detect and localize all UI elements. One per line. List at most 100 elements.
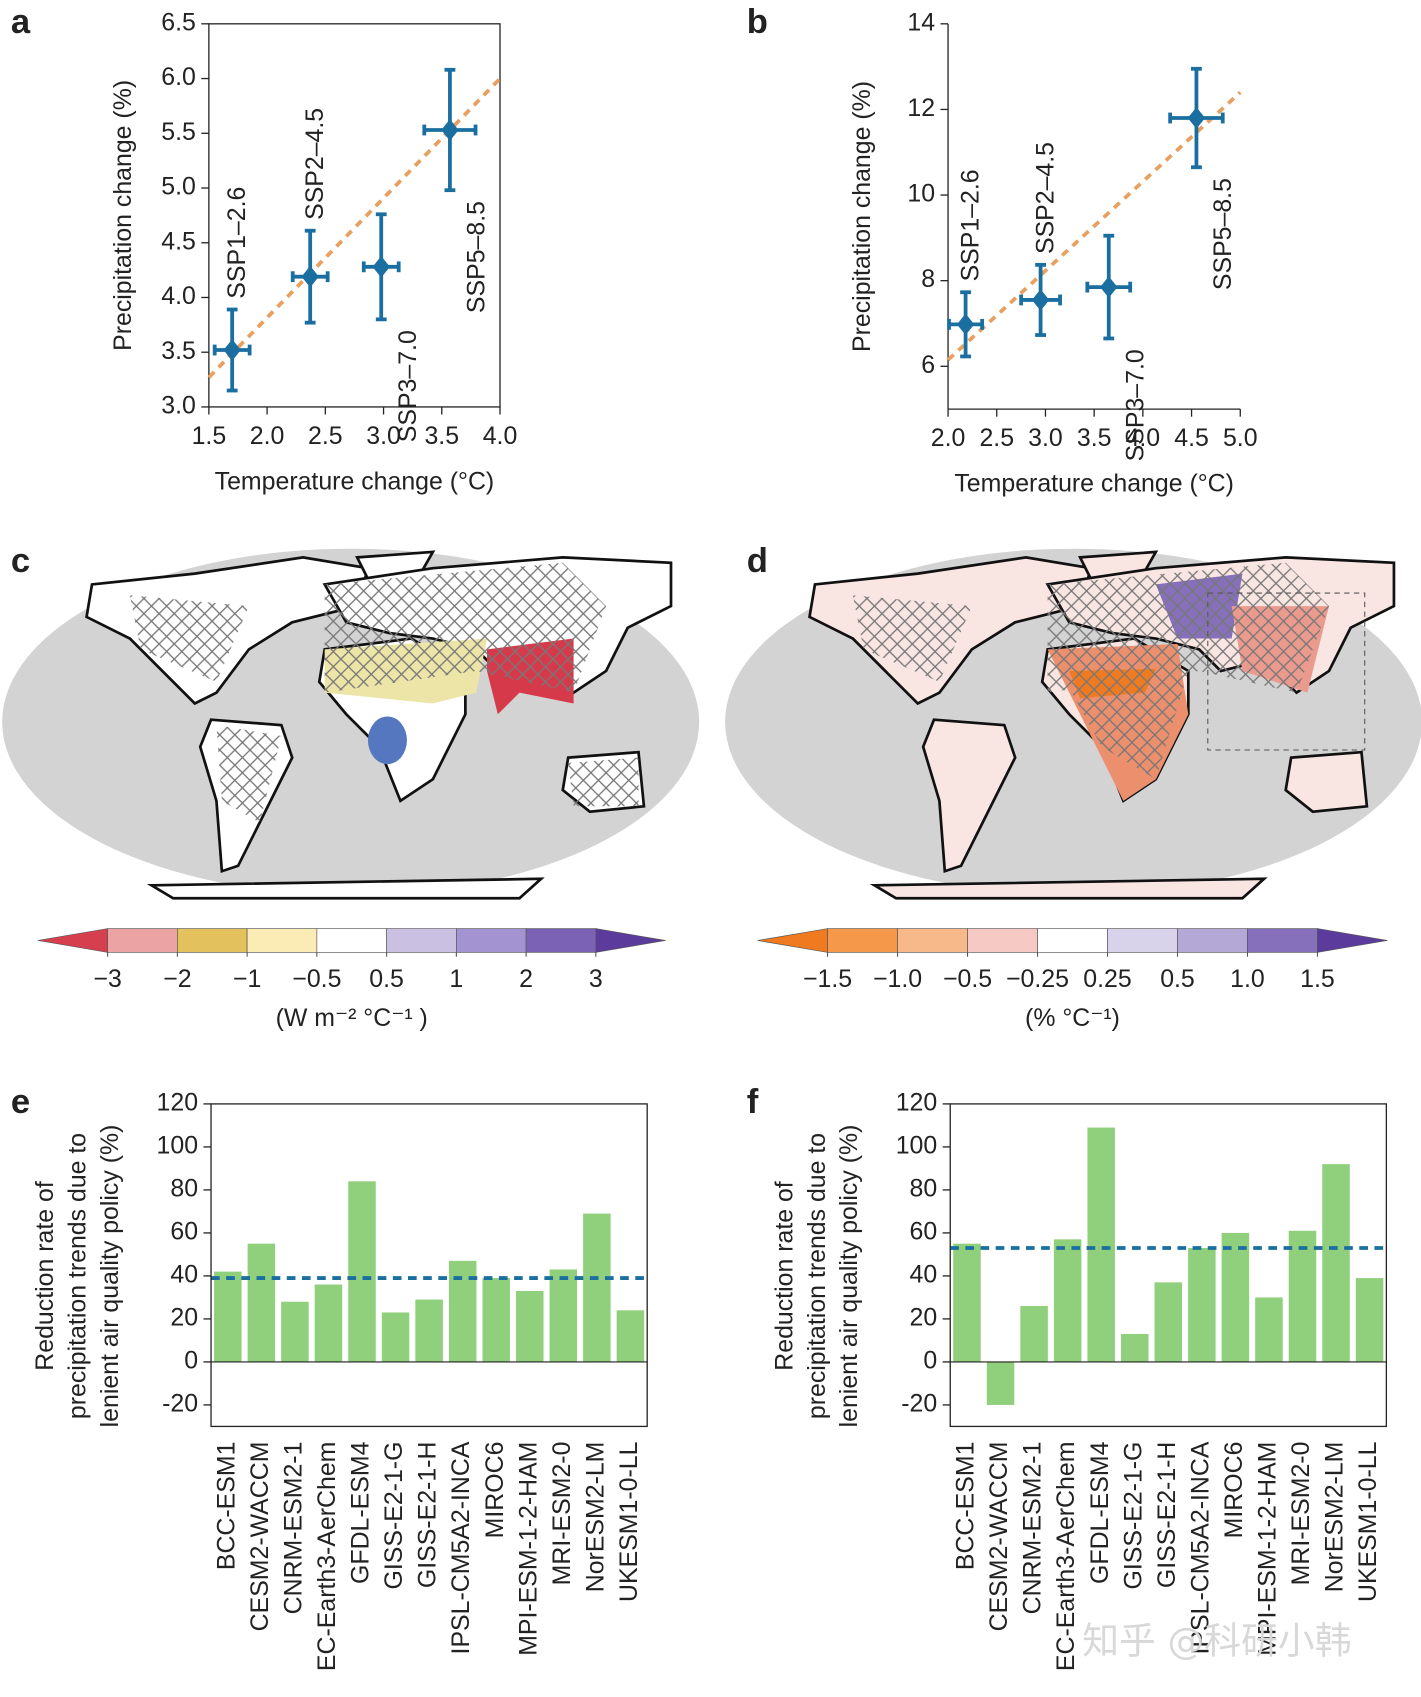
colorbar-extension [757,928,828,953]
bar [1255,1297,1283,1362]
x-tick-label: IPSL-CM5A2-INCA [447,1441,475,1654]
y-tick-label: 20 [910,1303,938,1331]
colorbar-extension [1317,928,1388,953]
plot-frame [949,1103,1388,1428]
y-tick-label: 6.0 [161,63,196,91]
point [372,256,390,278]
y-tick-label: 0 [923,1346,937,1374]
plot-frame [210,1103,648,1428]
x-tick-label: MRI-ESM2-0 [548,1442,576,1586]
x-tick-label: BCC-ESM1 [212,1442,240,1571]
panel-letter: c [11,542,30,580]
bar [482,1278,510,1362]
y-tick-label: 5.0 [161,173,196,201]
bar [1322,1164,1350,1362]
point-label: SSP2–4.5 [301,108,329,220]
watermark: 知乎 @科研小韩 [1082,1619,1351,1662]
colorbar-segment [246,928,318,953]
y-tick-label: 4.0 [161,282,196,310]
bar [281,1301,309,1362]
bar [314,1284,343,1362]
point-label: SSP5–8.5 [1209,178,1237,290]
panel-letter: a [11,3,31,41]
y-tick-label: 120 [157,1088,199,1116]
colorbar-tick-label: 3 [589,965,603,993]
x-tick-label: MPI-ESM-1-2-HAM [1254,1442,1282,1656]
map-c [2,548,700,900]
x-tick-label: 3.0 [1028,424,1063,452]
x-tick-label: MPI-ESM-1-2-HAM [514,1442,542,1656]
y-tick-label: 100 [157,1131,199,1159]
colorbar-segment [386,928,457,953]
colorbar-tick-label: 1.0 [1230,965,1265,993]
bar [214,1271,242,1362]
colorbar-segment [1037,928,1108,953]
bar [1288,1230,1317,1362]
x-tick-label: 4.0 [483,422,518,450]
y-tick-label: 40 [910,1260,938,1288]
colorbar-extension [37,928,108,953]
colorbar-tick-label: −0.25 [1006,965,1069,993]
y-axis-label: Reduction rate of [770,1181,798,1371]
panel-letter: e [11,1083,30,1121]
y-tick-label: 20 [170,1303,198,1331]
map-d [725,548,1421,900]
bar [1020,1306,1048,1362]
x-tick-label: NorESM2-LM [1321,1442,1349,1593]
x-tick-label: 2.0 [250,422,285,450]
x-tick-label: 3.5 [1077,424,1112,452]
point-label: SSP3–7.0 [394,330,422,442]
y-tick-label: 80 [170,1174,198,1202]
colorbar-tick-label: 0.5 [1160,965,1195,993]
point-label: SSP3–7.0 [1121,349,1149,461]
inset-box [1207,592,1366,751]
colorbar-extension [595,928,666,953]
colorbar-segment [1247,928,1318,953]
x-tick-label: 2.0 [931,424,966,452]
colorbar-segment [525,928,597,953]
bar [1355,1278,1384,1362]
y-tick-label: 10 [907,180,935,208]
y-axis-label: lenient air quality policy (%) [835,1125,863,1428]
colorbar-segment [1107,928,1178,953]
x-tick-label: 1.5 [192,422,227,450]
hatching [852,562,1330,780]
y-axis-label: lenient air quality policy (%) [96,1125,124,1428]
x-tick-label: 3.5 [424,422,459,450]
x-axis-label: Temperature change (°C) [954,469,1234,497]
bar [1120,1333,1149,1362]
point [301,265,319,288]
bar [1188,1247,1216,1362]
x-tick-label: GISS-E2-1-G [1119,1442,1147,1590]
y-axis-label: Reduction rate of [31,1181,59,1371]
bar [415,1299,443,1362]
y-tick-label: 6 [921,351,935,379]
point [1187,107,1206,129]
x-tick-label: EC-Earth3-AerChem [1052,1442,1080,1671]
x-tick-label: 4.5 [1174,424,1209,452]
colorbar-segment [316,928,387,953]
x-tick-label: CESM2-WACCM [985,1442,1013,1632]
bar [348,1181,376,1362]
colorbar-segment [897,928,968,953]
x-tick-label: GFDL-ESM4 [1086,1441,1114,1584]
x-tick-label: MIROC6 [1220,1442,1248,1539]
panel-letter: d [747,542,768,580]
bar [381,1312,410,1362]
region-fill [367,716,407,765]
y-axis-label: precipitation trends due to [803,1133,831,1419]
colorbar-tick-label: 0.5 [369,965,404,993]
y-axis-label: Precipitation change (%) [848,81,876,352]
x-tick-label: 3.0 [366,422,401,450]
x-tick-label: UKESM1-0-LL [615,1441,643,1602]
plot-frame [208,23,501,408]
point-label: SSP1–2.6 [957,169,985,281]
colorbar-tick-label: −0.5 [943,965,992,993]
x-tick-label: CESM2-WACCM [246,1442,274,1632]
y-tick-label: -20 [162,1390,198,1418]
colorbar-tick-label: −2 [163,965,191,993]
y-tick-label: 8 [921,265,935,293]
x-tick-label: UKESM1-0-LL [1354,1441,1382,1602]
